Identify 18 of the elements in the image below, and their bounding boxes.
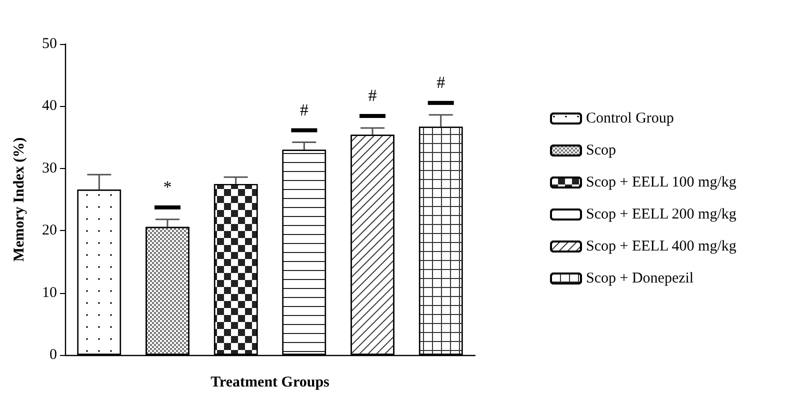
legend-label: Scop + EELL 200 mg/kg (586, 206, 737, 222)
legend-label: Scop + EELL 400 mg/kg (586, 238, 737, 254)
y-tick-label: 10 (42, 284, 57, 301)
y-tick-label: 50 (42, 36, 57, 52)
legend-label: Scop + EELL 100 mg/kg (586, 174, 737, 190)
y-axis-title: Memory Index (%) (12, 137, 28, 262)
data-label: # (368, 86, 378, 105)
x-axis-title: Treatment Groups (210, 374, 330, 390)
y-tick-label: 30 (42, 160, 57, 176)
data-label: * (163, 177, 172, 196)
legend-label: Control Group (586, 110, 674, 126)
y-tick-label: 40 (42, 98, 57, 114)
legend-label: Scop + Donepezil (586, 270, 694, 286)
y-tick-label: 20 (42, 222, 57, 239)
data-label: # (300, 100, 309, 120)
data-label: # (436, 72, 446, 92)
y-tick-label: 0 (50, 347, 57, 363)
legend-label: Scop (586, 142, 616, 158)
